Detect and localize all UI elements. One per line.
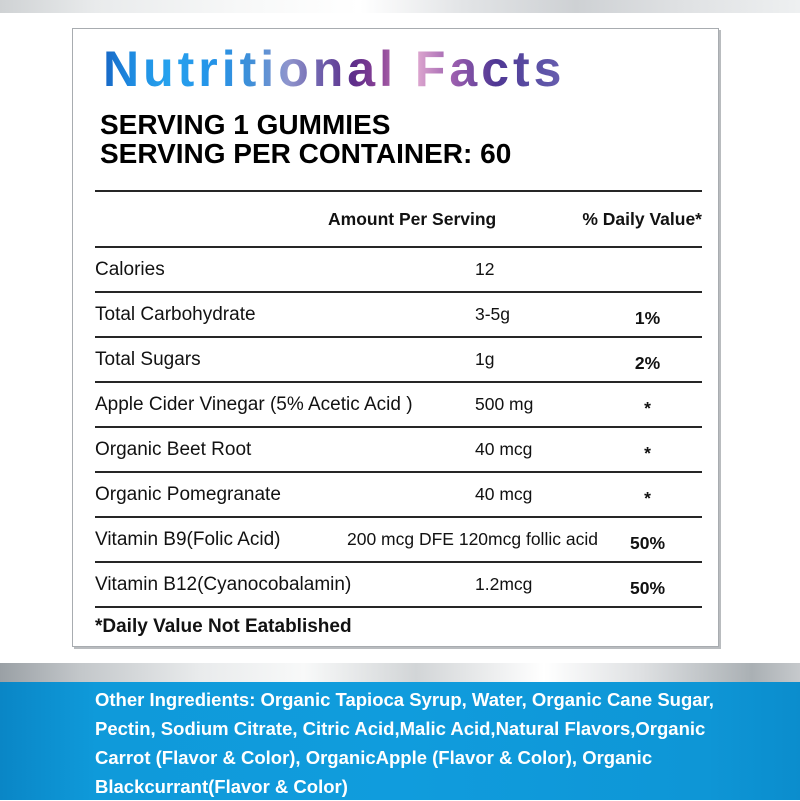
ingredients-line: Other Ingredients: Organic Tapioca Syrup… [95,689,714,710]
serving-size-line: SERVING 1 GUMMIES [100,109,391,140]
table-row: Organic Pomegranate 40 mcg * [95,473,702,518]
table-row: Total Sugars 1g 2% [95,338,702,383]
nutrient-label: Calories [95,258,165,280]
nutrient-amount: 40 mcg [475,439,533,459]
table-row: Total Carbohydrate 3-5g 1% [95,293,702,338]
footnote-row: *Daily Value Not Eatablished [95,608,702,646]
table-row: Organic Beet Root 40 mcg * [95,428,702,473]
nutrient-amount: 40 mcg [475,484,533,504]
table-row: Apple Cider Vinegar (5% Acetic Acid ) 50… [95,383,702,428]
nutrient-daily-value: 2% [634,352,661,373]
daily-value-footnote: *Daily Value Not Eatablished [95,616,352,637]
nutrient-daily-value [595,266,700,273]
table-row: Vitamin B9(Folic Acid) 200 mcg DFE 120mc… [95,518,702,563]
nutrition-facts-panel: Nutritional Facts SERVING 1 GUMMIES SERV… [72,28,719,647]
other-ingredients-text: Other Ingredients: Organic Tapioca Syrup… [0,682,800,801]
mid-silver-band [0,663,800,682]
ingredients-footer: Other Ingredients: Organic Tapioca Syrup… [0,682,800,800]
table-row: Vitamin B12(Cyanocobalamin) 1.2mcg 50% [95,563,702,608]
top-silver-band [0,0,800,13]
nutrient-daily-value: 50% [629,532,666,553]
nutrient-label: Vitamin B12(Cyanocobalamin) [95,573,352,595]
nutrient-label: Organic Pomegranate [95,483,281,505]
nutrient-amount: 3-5g [475,304,511,324]
nutrient-daily-value: * [644,487,651,508]
servings-per-container-line: SERVING PER CONTAINER: 60 [100,138,512,169]
nutrient-daily-value: * [644,397,651,418]
nutrient-amount: 1.2mcg [475,574,533,594]
nutrient-label: Organic Beet Root [95,438,252,460]
amount-per-serving-header: Amount Per Serving [328,208,497,229]
ingredients-line: Pectin, Sodium Citrate, Citric Acid,Mali… [95,718,706,739]
ingredients-line: Carrot (Flavor & Color), OrganicApple (F… [95,747,653,768]
nutrient-daily-value: 1% [634,307,661,328]
table-row: Calories 12 [95,248,702,293]
ingredients-line: Blackcurrant(Flavor & Color) [95,776,348,797]
nutrient-amount: 500 mg [475,394,534,414]
nutrient-label: Vitamin B9(Folic Acid) [95,528,281,550]
nutrient-amount: 1g [475,349,495,369]
serving-info: SERVING 1 GUMMIES SERVING PER CONTAINER:… [100,110,718,168]
table-header-row: Amount Per Serving % Daily Value* [95,192,702,248]
panel-title: Nutritional Facts [103,41,566,97]
nutrient-label: Total Carbohydrate [95,303,256,325]
nutrient-amount: 12 [475,259,495,279]
nutrition-table: Amount Per Serving % Daily Value* Calori… [95,190,702,646]
nutrient-label: Total Sugars [95,348,201,370]
nutrient-daily-value: * [644,442,651,463]
nutrient-amount: 200 mcg DFE 120mcg follic acid [347,529,598,549]
nutrient-label: Apple Cider Vinegar (5% Acetic Acid ) [95,393,413,415]
daily-value-header: % Daily Value* [582,208,702,229]
nutrient-daily-value: 50% [629,577,666,598]
